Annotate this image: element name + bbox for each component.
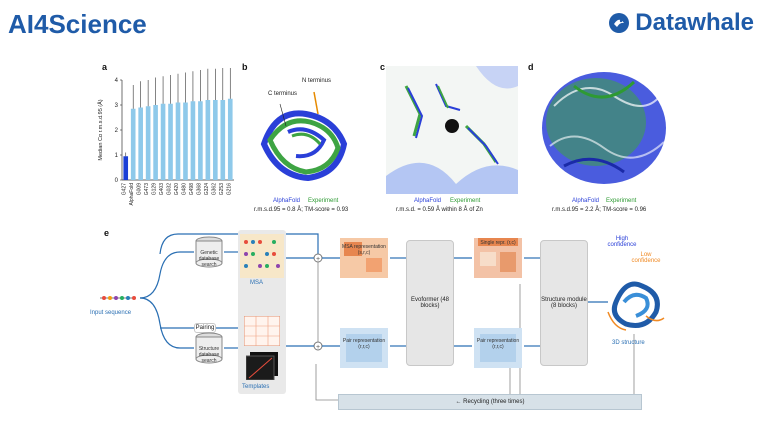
bar [145, 106, 151, 180]
panel-letter-a: a [102, 62, 108, 72]
recycling-bar: ← Recycling (three times) [338, 394, 642, 410]
logo-text: Datawhale [635, 9, 754, 36]
high-confidence-label: High confidence [607, 236, 637, 248]
genetic-db-cylinder [195, 236, 223, 268]
alphafold-figure: a 0 1 2 3 4 Median Cα r.m.s.d.95 (Å) G427 Alpha… [90, 58, 690, 430]
input-sequence-label: Input sequence [90, 310, 132, 316]
x-tick-label: G253 [219, 183, 225, 195]
genetic-db-label: Genetic database search [198, 250, 220, 268]
bar [160, 103, 166, 180]
structure-db-label: Structure database search [198, 346, 220, 364]
legend-experiment-c: Experiment [450, 198, 481, 204]
x-tick-label: G420 [174, 183, 180, 195]
datawhale-logo: Datawhale [608, 9, 754, 37]
legend-experiment-d: Experiment [606, 198, 637, 204]
x-tick-label: G129 [152, 183, 158, 195]
msa-rep-label: MSA representation (s,r,c) [342, 244, 386, 256]
x-tick-label: AlphaFold [129, 183, 135, 206]
x-tick-label: G216 [226, 183, 232, 195]
datawhale-logo-icon [609, 13, 630, 33]
y-tick-label: 1 [115, 153, 119, 159]
msa-label: MSA [250, 280, 264, 286]
pair-representation-grid [340, 328, 388, 368]
bar [213, 100, 218, 180]
panel-letter-c: c [380, 62, 386, 72]
x-tick-label: G403 [159, 183, 165, 195]
msa-representation-grid [340, 238, 388, 278]
protein-structure-b [260, 91, 348, 182]
structure-module-block: Structure module (8 blocks) [540, 240, 588, 366]
bar [227, 98, 233, 180]
bar [205, 100, 211, 180]
svg-text:+: + [316, 256, 320, 263]
structure-db-cylinder [195, 332, 223, 364]
legend-alphafold-c: AlphaFold [414, 198, 442, 204]
x-tick-label: G032 [167, 183, 173, 195]
legend-alphafold-b: AlphaFold [273, 198, 301, 204]
rmsd-bar-chart: 0 1 2 3 4 Median Cα r.m.s.d.95 (Å) G427 AlphaFo… [97, 68, 234, 206]
pair-grid [244, 316, 280, 346]
legend-experiment-b: Experiment [308, 198, 339, 204]
single-representation-grid [474, 238, 522, 278]
bar [220, 100, 226, 180]
y-tick-label: 0 [115, 178, 119, 184]
bar [168, 103, 173, 180]
pair-rep2-label: Pair representation (r,r,c) [476, 338, 520, 350]
svg-text:+: + [316, 344, 320, 351]
msa-grid [240, 234, 284, 278]
y-axis-label: Median Cα r.m.s.d.95 (Å) [97, 99, 104, 160]
protein-structure-d [542, 72, 666, 184]
caption-c: r.m.s.d. = 0.59 Å within 8 Å of Zn [396, 207, 483, 213]
bar [183, 102, 188, 180]
panel-letter-e: e [104, 228, 110, 238]
page-title: AI4Science [8, 9, 147, 39]
legend-alphafold-d: AlphaFold [572, 198, 600, 204]
x-tick-label: G362 [211, 183, 217, 195]
x-tick-label: G324 [204, 183, 210, 195]
panel-letter-b: b [242, 62, 248, 72]
y-tick-label: 2 [115, 128, 119, 134]
bar [198, 101, 203, 180]
low-confidence-label: Low confidence [631, 252, 661, 264]
x-tick-label: G473 [144, 183, 150, 195]
zinc-site-structure-c [386, 66, 518, 194]
caption-d: r.m.s.d.95 = 2.2 Å; TM-score = 0.96 [552, 207, 647, 213]
structure-3d-label: 3D structure [612, 340, 645, 346]
bar [190, 101, 196, 180]
x-tick-label: G368 [196, 183, 202, 195]
pair-rep-label: Pair representation (r,r,c) [342, 338, 386, 350]
templates-label: Templates [242, 384, 270, 390]
c-terminus-label: C terminus [268, 91, 298, 97]
x-tick-label: G498 [189, 183, 195, 195]
n-terminus-label: N terminus [302, 78, 332, 84]
bar [130, 108, 136, 180]
bar [123, 156, 129, 180]
bar [138, 107, 143, 180]
x-tick-label: G427 [122, 183, 128, 195]
x-tick-label: G009 [137, 183, 143, 195]
templates-image [246, 352, 278, 380]
evoformer-block: Evoformer (48 blocks) [406, 240, 454, 366]
pairing-box: Pairing [194, 323, 216, 333]
bar [175, 102, 181, 180]
y-tick-label: 4 [115, 78, 119, 84]
y-tick-label: 3 [115, 103, 119, 109]
x-tick-label: G480 [181, 183, 187, 195]
predicted-3d-structure [607, 281, 665, 331]
panel-letter-d: d [528, 62, 534, 72]
caption-b: r.m.s.d.95 = 0.8 Å; TM-score = 0.93 [254, 207, 349, 213]
bar [153, 105, 158, 180]
single-rep-label: Single repr. (r,c) [480, 240, 516, 246]
pair-representation-out-grid [474, 328, 522, 368]
